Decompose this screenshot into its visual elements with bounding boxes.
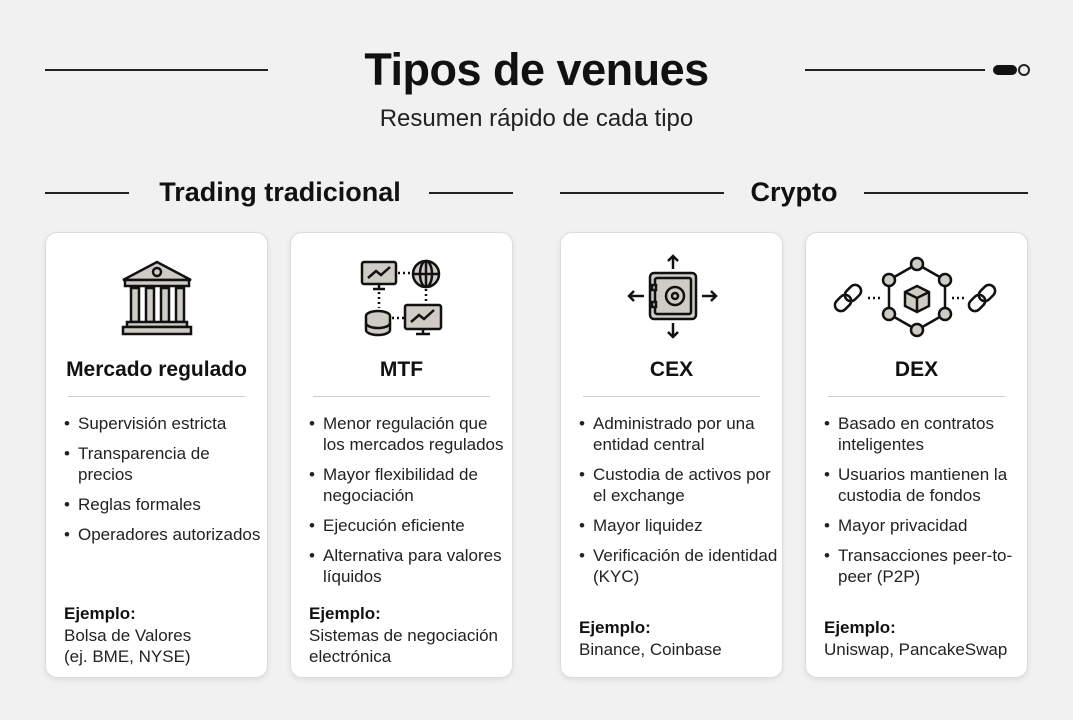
- page-subtitle: Resumen rápido de cada tipo: [379, 105, 694, 132]
- example-label: Ejemplo:: [64, 604, 136, 623]
- list-item: Verificación de identidad (KYC): [579, 545, 778, 587]
- list-item: Menor regulación que los mercados regula…: [309, 413, 508, 455]
- safe-vault-icon: [561, 253, 782, 343]
- bullet-list: Administrado por una entidad central Cus…: [579, 413, 778, 596]
- list-item: Ejecución eficiente: [309, 515, 508, 536]
- list-item: Supervisión estricta: [64, 413, 263, 434]
- divider-line: [429, 192, 513, 194]
- list-item: Mayor privacidad: [824, 515, 1023, 536]
- example-value: Binance, Coinbase: [579, 640, 722, 659]
- list-item: Custodia de activos por el exchange: [579, 464, 778, 506]
- bank-building-icon: [46, 253, 267, 343]
- card-title: Mercado regulado: [66, 358, 247, 381]
- list-item: Usuarios mantienen la custodia de fondos: [824, 464, 1023, 506]
- card-mercado-regulado: Mercado regulado Supervisión estricta Tr…: [45, 232, 268, 678]
- list-item: Transacciones peer-to-peer (P2P): [824, 545, 1023, 587]
- card-dex: DEX Basado en contratos inteligentes Usu…: [805, 232, 1028, 678]
- list-item: Operadores autorizados: [64, 524, 263, 545]
- divider-line: [864, 192, 1028, 194]
- example-label: Ejemplo:: [579, 618, 651, 637]
- section-heading-traditional: Trading tradicional: [159, 177, 401, 207]
- list-item: Reglas formales: [64, 494, 263, 515]
- example-value: Sistemas de negociación electrónica: [309, 626, 499, 666]
- bullet-list: Basado en contratos inteligentes Usuario…: [824, 413, 1023, 596]
- divider-line: [805, 69, 985, 71]
- blockchain-network-icon: [806, 253, 1027, 343]
- bullet-list: Supervisión estricta Transparencia de pr…: [64, 413, 263, 554]
- card-title: CEX: [649, 358, 694, 381]
- example-value: Bolsa de Valores (ej. BME, NYSE): [64, 626, 192, 666]
- list-item: Transparencia de precios: [64, 443, 263, 485]
- list-item: Administrado por una entidad central: [579, 413, 778, 455]
- list-item: Basado en contratos inteligentes: [824, 413, 1023, 455]
- list-item: Mayor liquidez: [579, 515, 778, 536]
- card-divider: [313, 396, 490, 397]
- example-value: Uniswap, PancakeSwap: [824, 640, 1008, 659]
- page-title: Tipos de venues: [364, 44, 709, 95]
- card-cex: CEX Administrado por una entidad central…: [560, 232, 783, 678]
- card-divider: [68, 396, 245, 397]
- list-item: Mayor flexibilidad de negociación: [309, 464, 508, 506]
- card-divider: [583, 396, 760, 397]
- card-title: MTF: [379, 358, 424, 381]
- example-label: Ejemplo:: [309, 604, 381, 623]
- list-item: Alternativa para valores líquidos: [309, 545, 508, 587]
- toggle-indicator: [993, 65, 1017, 75]
- card-divider: [828, 396, 1005, 397]
- card-mtf: MTF Menor regulación que los mercados re…: [290, 232, 513, 678]
- bullet-list: Menor regulación que los mercados regula…: [309, 413, 508, 596]
- section-heading-crypto: Crypto: [750, 177, 838, 207]
- network-computers-icon: [291, 253, 512, 343]
- divider-line: [45, 192, 129, 194]
- card-title: DEX: [894, 358, 939, 381]
- divider-line: [45, 69, 268, 71]
- dot-indicator: [1018, 64, 1030, 76]
- example-label: Ejemplo:: [824, 618, 896, 637]
- divider-line: [560, 192, 724, 194]
